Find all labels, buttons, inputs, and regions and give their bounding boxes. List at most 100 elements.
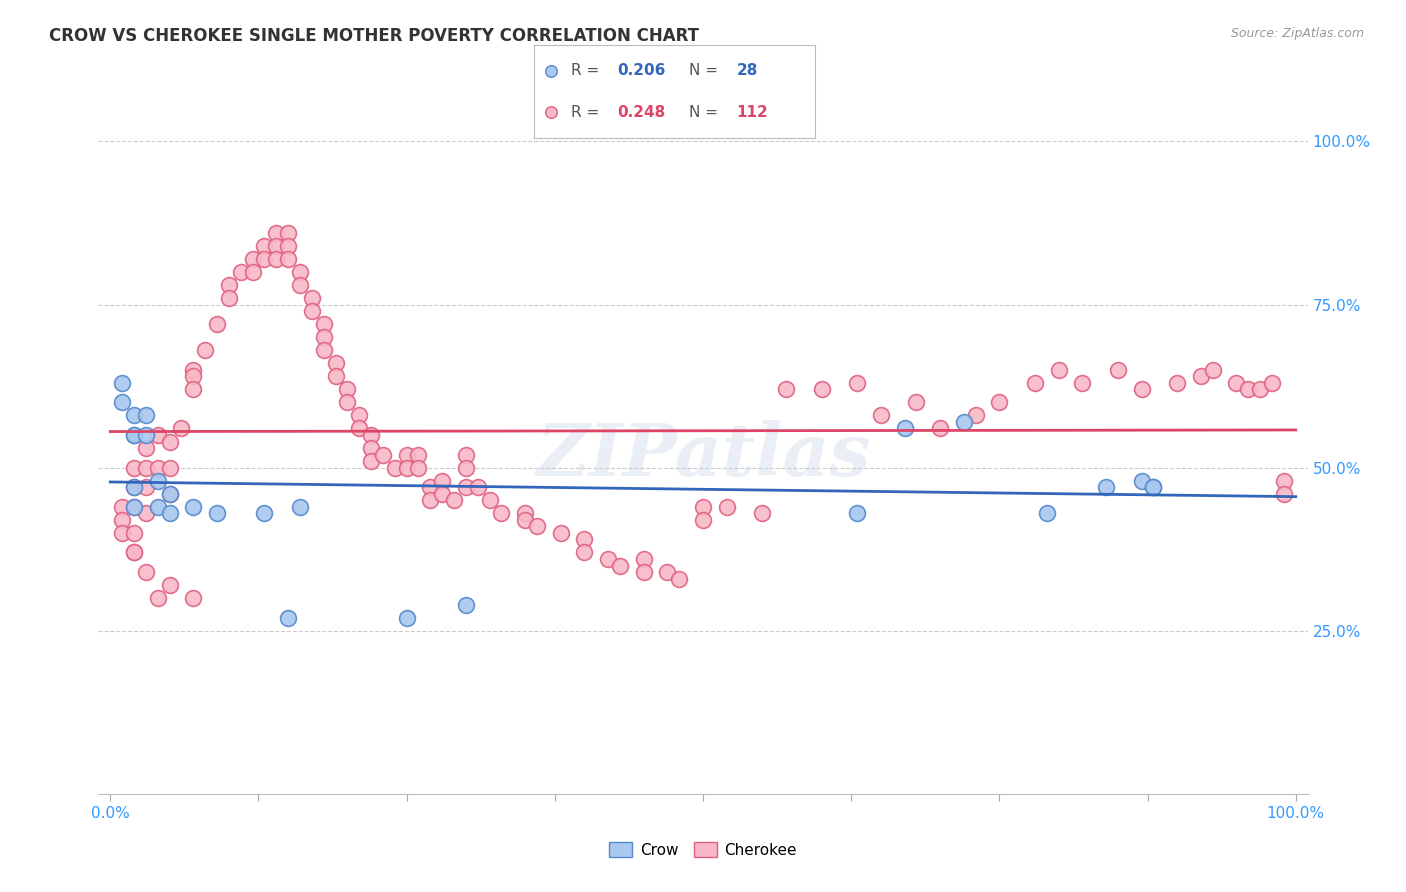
Point <box>1225 376 1247 390</box>
Point <box>146 474 169 488</box>
Point <box>111 525 134 540</box>
Point <box>467 480 489 494</box>
Point <box>301 304 323 318</box>
Point <box>893 421 915 435</box>
Point <box>432 474 454 488</box>
Point <box>325 369 347 384</box>
Point <box>122 525 145 540</box>
Point <box>122 460 145 475</box>
Text: R =: R = <box>571 63 605 78</box>
Point <box>395 448 418 462</box>
Point <box>657 565 679 579</box>
Point <box>135 441 157 455</box>
Point <box>146 428 169 442</box>
Point <box>122 480 145 494</box>
Point <box>1071 376 1094 390</box>
Point <box>408 460 430 475</box>
Point <box>135 506 157 520</box>
Point <box>810 382 832 396</box>
Point <box>181 591 204 606</box>
Point <box>336 382 359 396</box>
Point <box>1272 474 1295 488</box>
Point <box>122 428 145 442</box>
Point <box>336 395 359 409</box>
Point <box>181 382 204 396</box>
Point <box>692 513 714 527</box>
Point <box>1095 480 1118 494</box>
Point <box>218 291 240 305</box>
Point <box>1261 376 1284 390</box>
Point <box>432 487 454 501</box>
Point <box>122 428 145 442</box>
Point <box>395 460 418 475</box>
Point <box>1130 474 1153 488</box>
Point <box>277 252 299 266</box>
Point <box>1189 369 1212 384</box>
Point <box>1237 382 1260 396</box>
Point <box>454 448 477 462</box>
Point <box>277 611 299 625</box>
Point <box>1249 382 1271 396</box>
Text: 112: 112 <box>737 104 769 120</box>
Point <box>253 506 276 520</box>
Text: 28: 28 <box>737 63 758 78</box>
Point <box>419 480 441 494</box>
Point <box>288 265 311 279</box>
Text: ZIPatlas: ZIPatlas <box>536 420 870 491</box>
Point <box>122 545 145 559</box>
Point <box>846 376 869 390</box>
Point <box>692 500 714 514</box>
Point <box>360 454 382 468</box>
Point <box>633 552 655 566</box>
Point <box>598 552 620 566</box>
Point <box>181 369 204 384</box>
Point <box>574 533 596 547</box>
Point <box>1272 487 1295 501</box>
Point <box>540 63 562 78</box>
Point <box>419 493 441 508</box>
Point <box>159 506 181 520</box>
Point <box>1107 363 1129 377</box>
Point <box>1142 480 1164 494</box>
Point <box>159 434 181 449</box>
Point <box>122 500 145 514</box>
Point <box>574 545 596 559</box>
Point <box>301 291 323 305</box>
Point <box>122 480 145 494</box>
Text: 0.248: 0.248 <box>617 104 665 120</box>
Point <box>988 395 1011 409</box>
Point <box>122 545 145 559</box>
Point <box>181 363 204 377</box>
Point <box>135 480 157 494</box>
Point <box>159 578 181 592</box>
Point <box>146 460 169 475</box>
Point <box>869 409 891 423</box>
Point <box>1142 480 1164 494</box>
Point <box>135 409 157 423</box>
Point <box>205 506 228 520</box>
Point <box>229 265 252 279</box>
Point <box>288 500 311 514</box>
Point <box>454 598 477 612</box>
Point <box>751 506 773 520</box>
Point <box>347 409 370 423</box>
Point <box>111 376 134 390</box>
Point <box>194 343 217 358</box>
Legend: Crow, Cherokee: Crow, Cherokee <box>603 836 803 863</box>
Point <box>846 506 869 520</box>
Point <box>1130 382 1153 396</box>
Point <box>454 460 477 475</box>
Point <box>395 611 418 625</box>
Point <box>277 226 299 240</box>
Point <box>288 277 311 292</box>
Point <box>135 428 157 442</box>
Point <box>253 252 276 266</box>
Point <box>111 395 134 409</box>
Point <box>360 441 382 455</box>
Text: N =: N = <box>689 104 723 120</box>
Point <box>111 500 134 514</box>
Point <box>264 252 287 266</box>
Point <box>253 239 276 253</box>
Point <box>609 558 631 573</box>
Point <box>384 460 406 475</box>
